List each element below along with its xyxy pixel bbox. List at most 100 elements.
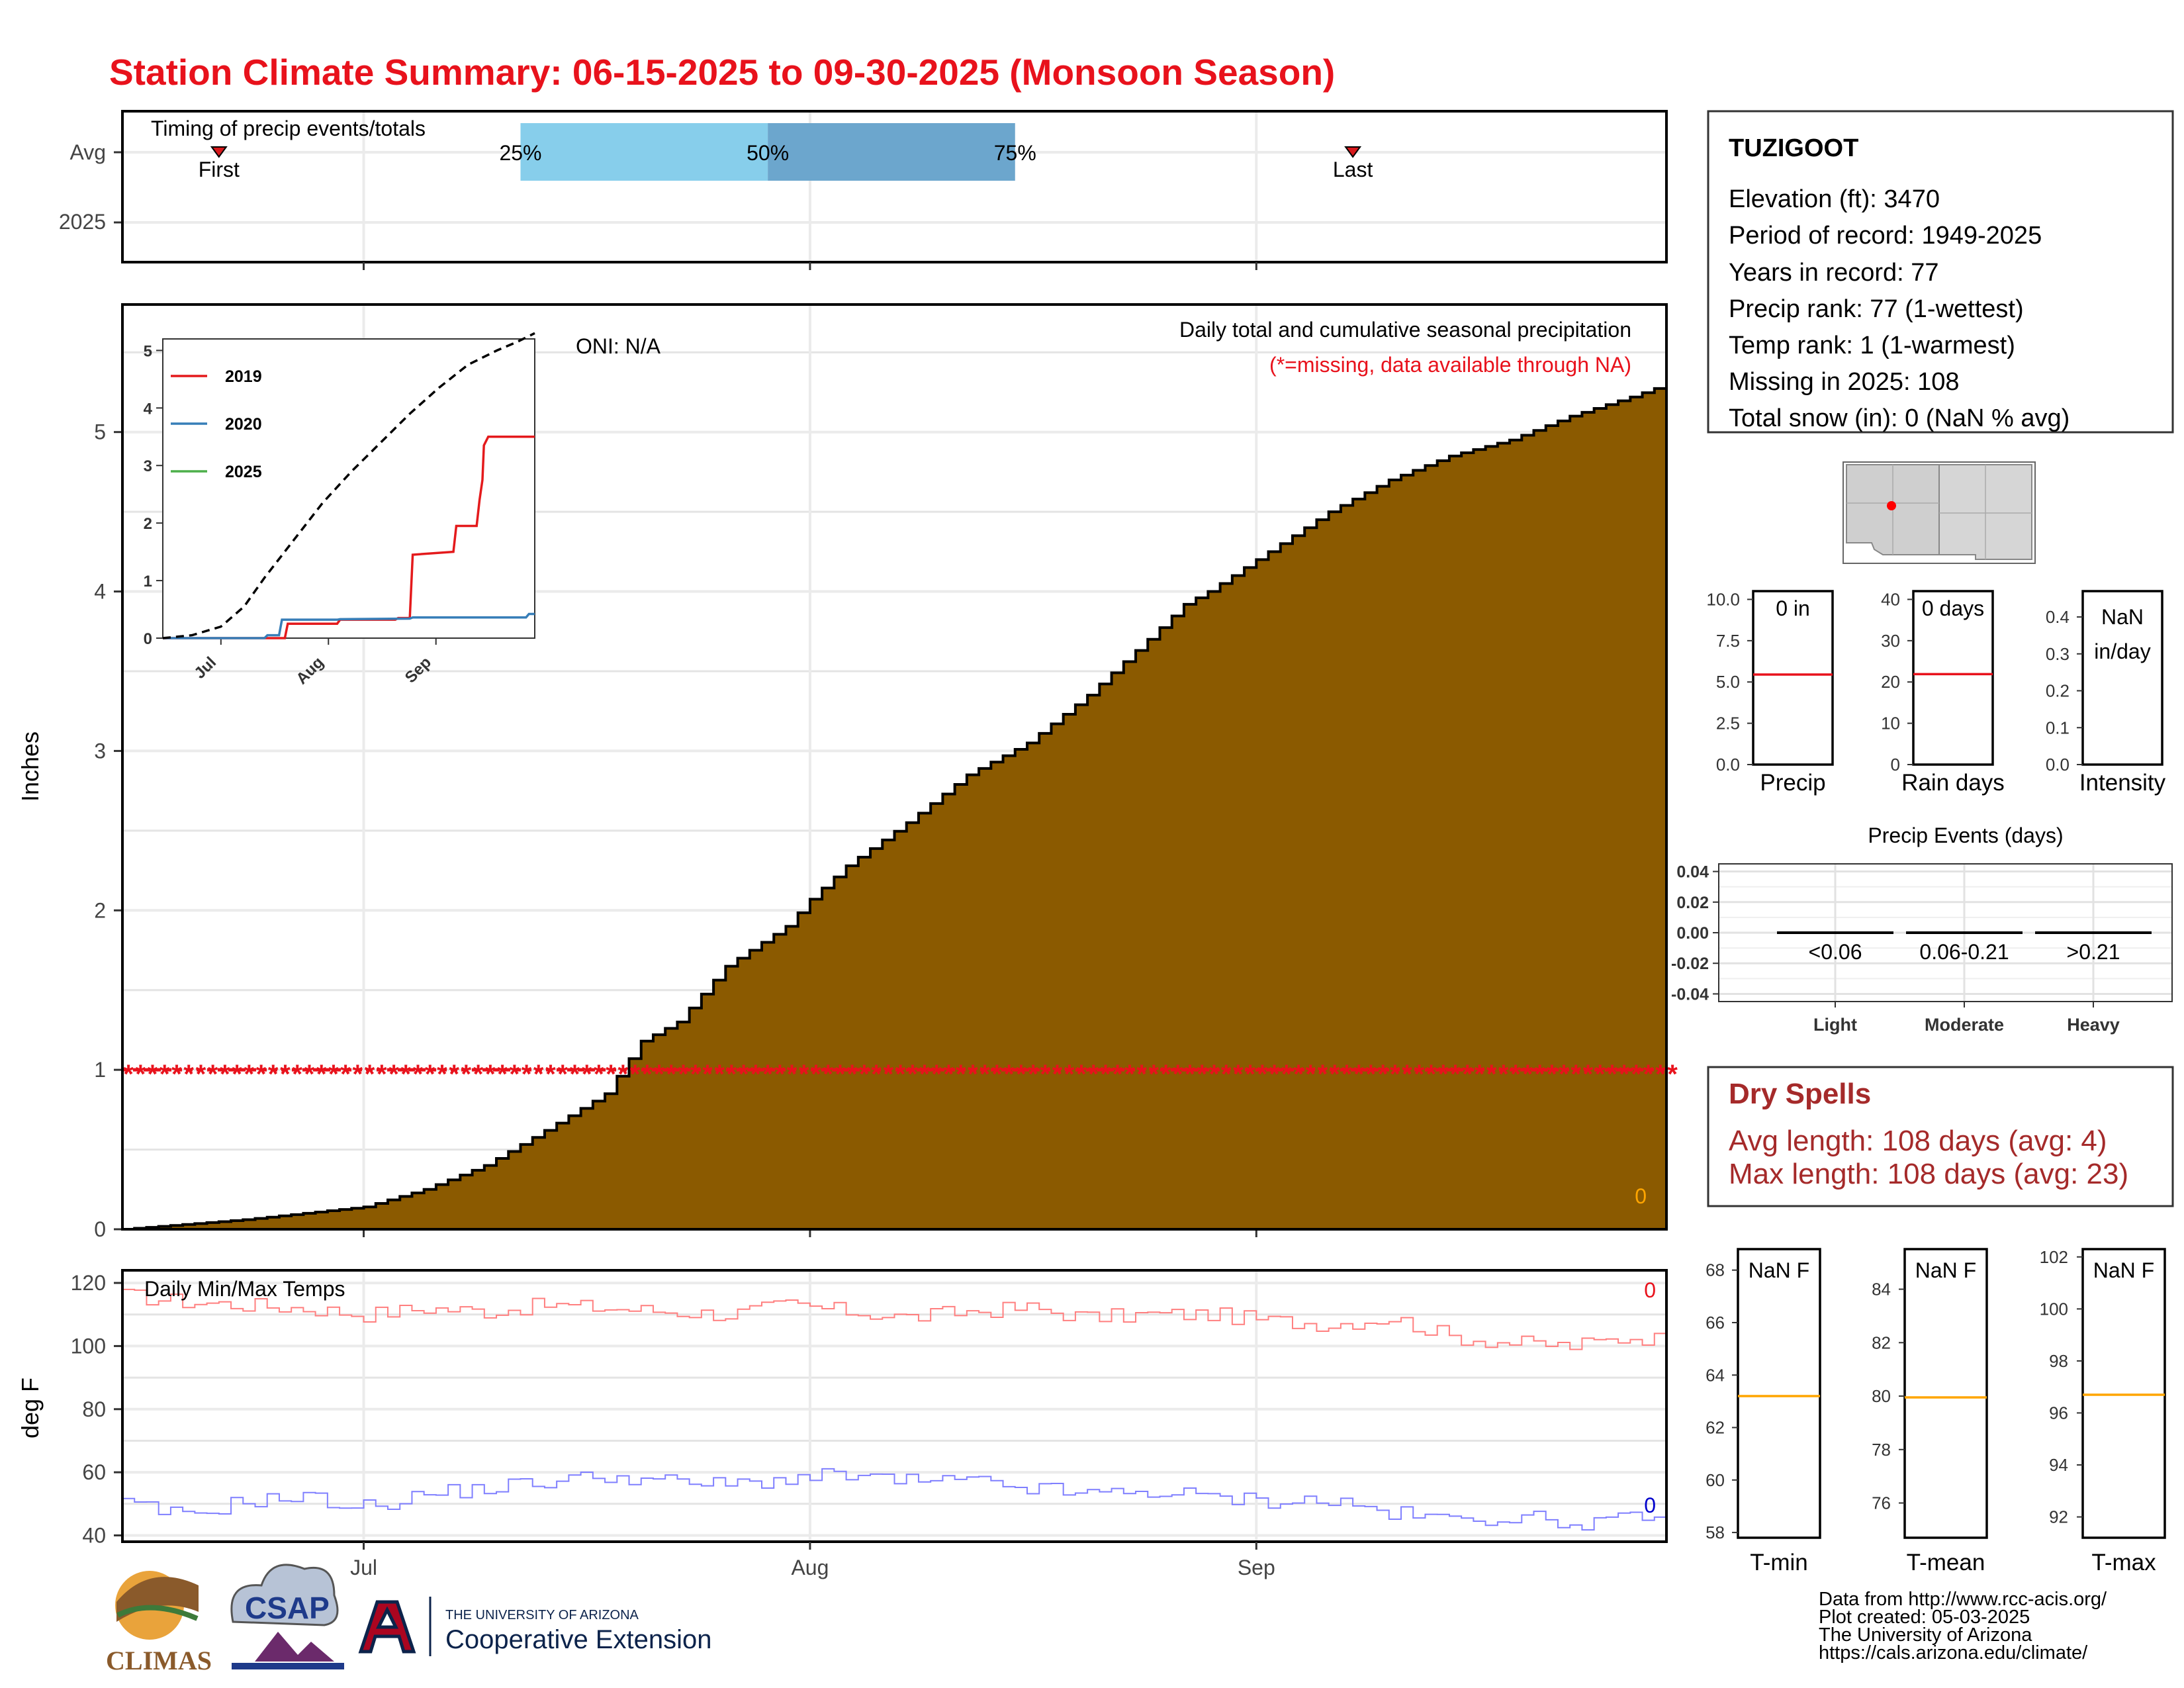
mini-panel-frame: [2081, 590, 2163, 766]
missing-star: *: [400, 1060, 411, 1089]
missing-star: *: [1522, 1060, 1533, 1089]
mini-temp-label: T-min: [1750, 1550, 1808, 1575]
tmin-line: [122, 1468, 1666, 1531]
missing-star: *: [666, 1060, 676, 1089]
dry-spells-title: Dry Spells: [1729, 1078, 1871, 1110]
iqr-upper-bar: [768, 123, 1015, 181]
timing-title: Timing of precip events/totals: [151, 117, 426, 140]
missing-star: *: [1643, 1060, 1654, 1089]
missing-star: *: [1498, 1060, 1509, 1089]
missing-star: *: [859, 1060, 870, 1089]
missing-star: *: [220, 1060, 230, 1089]
main-ytick-label: 0: [94, 1217, 106, 1241]
missing-star: *: [1619, 1060, 1629, 1089]
inset-ytick-label: 4: [144, 400, 153, 418]
mini-temp-top-label: NaN F: [1749, 1258, 1809, 1282]
missing-star: *: [340, 1060, 351, 1089]
mini-temp-ytick-label: 76: [1872, 1493, 1891, 1513]
missing-star: *: [1269, 1060, 1280, 1089]
missing-star: *: [1221, 1060, 1232, 1089]
missing-star: *: [280, 1060, 291, 1089]
mini-temp-ytick-label: 100: [2040, 1299, 2068, 1319]
missing-star: *: [545, 1060, 556, 1089]
mini-ytick-label: 10: [1881, 714, 1900, 733]
mini-ytick-label: 20: [1881, 672, 1900, 692]
missing-star: *: [907, 1060, 918, 1089]
missing-star: *: [1595, 1060, 1606, 1089]
inset-legend: 2019 2020 2025: [171, 367, 262, 481]
missing-star: *: [570, 1060, 580, 1089]
last-label: Last: [1333, 158, 1373, 181]
missing-star: *: [594, 1060, 604, 1089]
missing-star: *: [1655, 1060, 1666, 1089]
mini-temp-ytick-label: 84: [1872, 1280, 1891, 1299]
missing-star: *: [835, 1060, 846, 1089]
inset-frame: [162, 338, 535, 639]
missing-star: *: [956, 1060, 966, 1089]
inset-series-2020: [163, 612, 535, 639]
pct-25-label: 25%: [499, 141, 541, 165]
temp-ylabel: deg F: [17, 1378, 44, 1438]
mini-temp-ytick-label: 78: [1872, 1440, 1891, 1460]
missing-star: *: [1281, 1060, 1292, 1089]
missing-star: *: [183, 1060, 194, 1089]
mini-top-label: 0 in: [1776, 596, 1810, 620]
legend-label-2019: 2019: [225, 367, 262, 386]
pct-50-label: 50%: [747, 141, 789, 165]
mini-ytick-label: 2.5: [1716, 714, 1740, 733]
missing-star: *: [871, 1060, 882, 1089]
mini-ytick-label: 30: [1881, 631, 1900, 651]
events-ytick-label: 0.00: [1676, 924, 1709, 943]
missing-star: *: [823, 1060, 833, 1089]
csap-logo: CSAP: [230, 1564, 344, 1669]
missing-star: *: [1353, 1060, 1364, 1089]
mini-ytick-label: 40: [1881, 589, 1900, 609]
missing-star: *: [148, 1060, 158, 1089]
mini-temp-ytick-label: 68: [1706, 1260, 1725, 1280]
mini-temp-frame: [1903, 1248, 1988, 1539]
station-line: Elevation (ft): 3470: [1729, 185, 1940, 213]
missing-star: *: [1607, 1060, 1617, 1089]
missing-star: *: [1101, 1060, 1111, 1089]
missing-star: *: [895, 1060, 906, 1089]
missing-star: *: [159, 1060, 170, 1089]
missing-star: *: [328, 1060, 339, 1089]
missing-star: *: [979, 1060, 990, 1089]
missing-star: *: [497, 1060, 508, 1089]
mini-ytick-label: 0.2: [2046, 681, 2070, 701]
mini-temp-ytick-label: 102: [2040, 1247, 2068, 1267]
temp-ytick-label: 60: [82, 1460, 106, 1484]
iqr-lower-bar: [520, 123, 768, 181]
legend-label-2025: 2025: [225, 463, 262, 481]
missing-star: *: [919, 1060, 930, 1089]
missing-star: *: [522, 1060, 532, 1089]
climas-wave-icon: [116, 1605, 199, 1621]
missing-star: *: [618, 1060, 629, 1089]
missing-star: *: [787, 1060, 797, 1089]
state-map: [1843, 461, 2036, 564]
mini-temp-ytick-label: 94: [2049, 1455, 2068, 1475]
ua-logo: THE UNIVERSITY OF ARIZONA Cooperative Ex…: [358, 1597, 711, 1656]
missing-star: *: [123, 1060, 134, 1089]
pct-75-label: 75%: [994, 141, 1036, 165]
credit-line: Plot created: 05-03-2025: [1819, 1607, 2030, 1628]
missing-star: *: [171, 1060, 182, 1089]
station-info-box: TUZIGOOT Elevation (ft): 3470 Period of …: [1707, 110, 2174, 434]
csap-url-bar: [232, 1663, 344, 1669]
inset-ytick-label: 1: [144, 573, 152, 590]
missing-star: *: [1330, 1060, 1340, 1089]
mini-precip-raindays: 0 10 20 30 40 0 days Rain days: [1881, 589, 2005, 796]
inset-average-line: [162, 332, 535, 639]
missing-star: *: [1559, 1060, 1569, 1089]
mini-ytick-label: 0: [1891, 755, 1900, 774]
mini-ytick-label: 0.1: [2046, 718, 2070, 737]
missing-star: *: [678, 1060, 689, 1089]
missing-star: *: [1040, 1060, 1050, 1089]
last-marker: [1344, 146, 1362, 158]
mini-precip-panels: 0.0 2.5 5.0 7.5 10.0 0 in Precip 0 10 20 30 40 0 day…: [1706, 589, 2165, 796]
missing-star: *: [1318, 1060, 1328, 1089]
temp-ytick-label: 100: [71, 1334, 106, 1358]
missing-star: *: [1088, 1060, 1099, 1089]
main-frame: [121, 303, 1668, 1231]
missing-star: *: [1450, 1060, 1461, 1089]
